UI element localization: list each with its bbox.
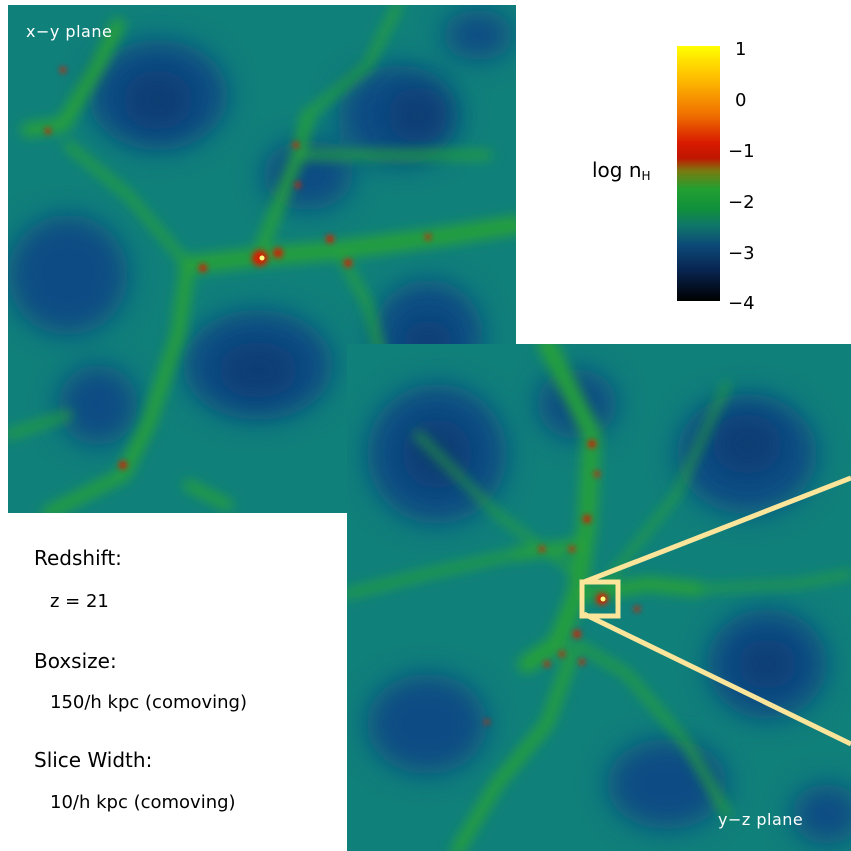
boxsize-label: Boxsize: <box>34 649 117 673</box>
colorbar-tick-1: 1 <box>735 39 747 60</box>
xy-density-peak <box>259 255 265 261</box>
colorbar-tick-0: 0 <box>735 90 747 111</box>
colorbar-tick-minus3: −3 <box>728 243 755 264</box>
boxsize-value: 150/h kpc (comoving) <box>50 692 248 713</box>
redshift-value: z = 21 <box>50 591 109 612</box>
redshift-label: Redshift: <box>34 546 122 570</box>
colorbar-tick-minus2: −2 <box>728 192 755 213</box>
slice-width-label: Slice Width: <box>34 748 153 772</box>
yz-plane-slice-image <box>347 344 851 851</box>
colorbar-tick-minus4: −4 <box>728 293 755 314</box>
colorbar-title: log nH <box>592 158 651 183</box>
xy-plane-label: x−y plane <box>26 22 113 41</box>
yz-density-map <box>347 344 851 851</box>
yz-density-peak <box>600 596 606 602</box>
colorbar-tick-minus1: −1 <box>728 141 755 162</box>
slice-width-value: 10/h kpc (comoving) <box>50 792 236 813</box>
yz-plane-label: y−z plane <box>718 810 804 829</box>
colorbar <box>677 46 720 301</box>
